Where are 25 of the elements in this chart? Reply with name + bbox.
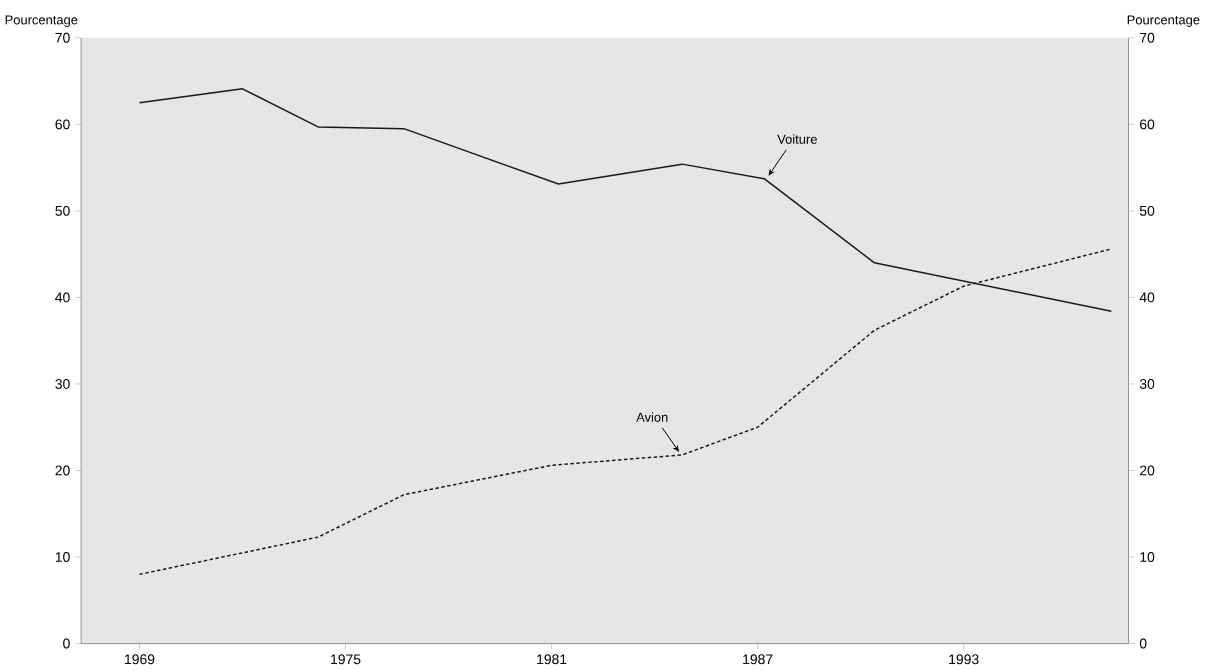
y2-tick-label: 40 (1139, 292, 1155, 303)
x-tick-label: 1993 (949, 654, 979, 665)
y-tick-label: 60 (55, 119, 70, 130)
y-tick-label: 40 (55, 292, 70, 303)
y2-tick-label: 30 (1139, 378, 1155, 389)
x-tick-label: 1981 (537, 654, 567, 665)
y-tick-label: 0 (63, 638, 70, 649)
y2-tick-label: 70 (1140, 32, 1155, 43)
y-tick-label: 20 (55, 465, 70, 476)
y2-axis-title: Pourcentage (1127, 15, 1200, 27)
y-tick-label: 50 (55, 205, 70, 216)
x-tick-label: 1975 (331, 654, 361, 665)
annotation: Avion (636, 412, 668, 422)
y-tick-label: 70 (55, 32, 70, 43)
y-axis-title: Pourcentage (5, 15, 78, 27)
annotation: Voiture (777, 134, 817, 144)
y2-tick-label: 60 (1140, 119, 1155, 130)
y2-tick-label: 0 (1139, 638, 1147, 649)
y-tick-label: 30 (55, 378, 70, 389)
y-tick-label: 10 (55, 551, 70, 562)
y2-tick-label: 10 (1140, 551, 1155, 562)
x-tick-label: 1969 (125, 654, 155, 665)
x-tick-label: 1987 (743, 654, 773, 665)
y2-tick-label: 20 (1140, 465, 1155, 476)
y2-tick-label: 50 (1139, 205, 1155, 216)
